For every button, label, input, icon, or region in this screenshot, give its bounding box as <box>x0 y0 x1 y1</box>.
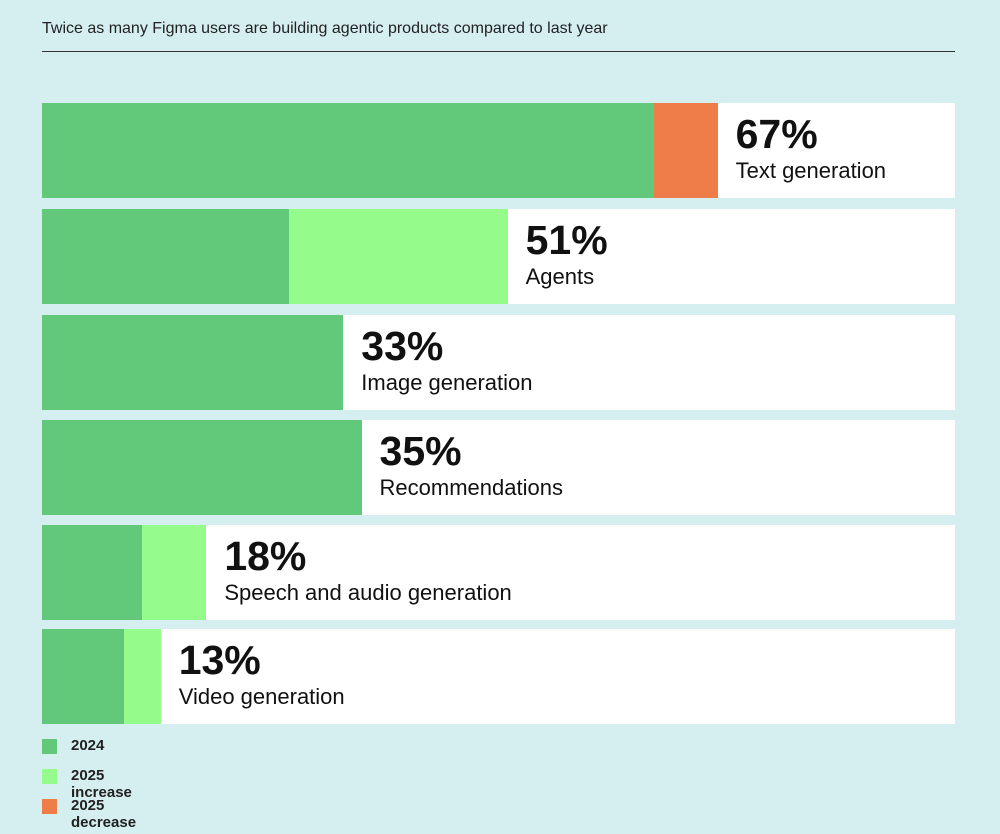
chart-title: Twice as many Figma users are building a… <box>42 20 608 37</box>
value-label: 35% <box>379 428 462 474</box>
category-label: Speech and audio generation <box>224 580 512 605</box>
value-label: 13% <box>178 637 261 683</box>
bar-row-video-generation: 13% Video generation <box>42 629 955 724</box>
value-label: 51% <box>525 217 608 263</box>
bar-2025-increase-video-generation <box>124 629 161 724</box>
category-label: Agents <box>525 264 595 289</box>
bar-2025-decrease-text-generation <box>653 103 718 198</box>
bar-2024-text-generation <box>42 103 654 198</box>
legend-swatch-2024 <box>42 739 57 754</box>
value-label: 18% <box>224 533 307 579</box>
category-label: Text generation <box>735 158 887 183</box>
bar-row-image-generation: 33% Image generation <box>42 315 955 410</box>
legend-label-2025-decrease: 2025 decrease <box>71 797 137 831</box>
bar-row-speech-and-audio-generation: 18% Speech and audio generation <box>42 525 955 620</box>
title-divider <box>42 51 955 52</box>
value-label: 33% <box>361 323 444 369</box>
bar-label-speech-and-audio-generation: 18% Speech and audio generation <box>224 533 511 607</box>
value-label: 67% <box>735 111 818 157</box>
bar-2024-recommendations <box>42 420 362 515</box>
bar-2024-video-generation <box>42 629 125 724</box>
bar-2024-image-generation <box>42 315 344 410</box>
legend-label-2024: 2024 <box>71 737 105 754</box>
bar-label-video-generation: 13% Video generation <box>179 637 345 711</box>
bar-row-agents: 51% Agents <box>42 209 955 304</box>
category-label: Video generation <box>178 684 345 709</box>
bar-2024-agents <box>42 209 289 304</box>
legend-swatch-2025-increase <box>42 769 57 784</box>
legend-label-2025-increase: 2025 increase <box>71 767 132 801</box>
bar-row-recommendations: 35% Recommendations <box>42 420 955 515</box>
category-label: Recommendations <box>379 475 563 500</box>
bar-label-agents: 51% Agents <box>526 217 608 291</box>
legend-swatch-2025-decrease <box>42 799 57 814</box>
bar-2024-speech-and-audio-generation <box>42 525 143 620</box>
bar-label-image-generation: 33% Image generation <box>361 323 532 397</box>
bar-row-text-generation: 67% Text generation <box>42 103 955 198</box>
category-label: Image generation <box>361 370 533 395</box>
bar-2025-increase-agents <box>288 209 508 304</box>
bar-label-recommendations: 35% Recommendations <box>380 428 563 502</box>
bar-label-text-generation: 67% Text generation <box>736 111 886 185</box>
bar-2025-increase-speech-and-audio-generation <box>142 525 207 620</box>
